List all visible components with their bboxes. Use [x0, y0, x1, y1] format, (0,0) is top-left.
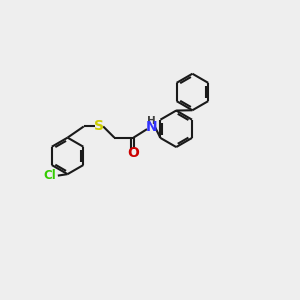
Text: H: H: [147, 116, 156, 126]
Text: N: N: [146, 120, 157, 134]
Text: O: O: [128, 146, 140, 160]
Text: Cl: Cl: [44, 169, 56, 182]
Text: S: S: [94, 119, 104, 134]
